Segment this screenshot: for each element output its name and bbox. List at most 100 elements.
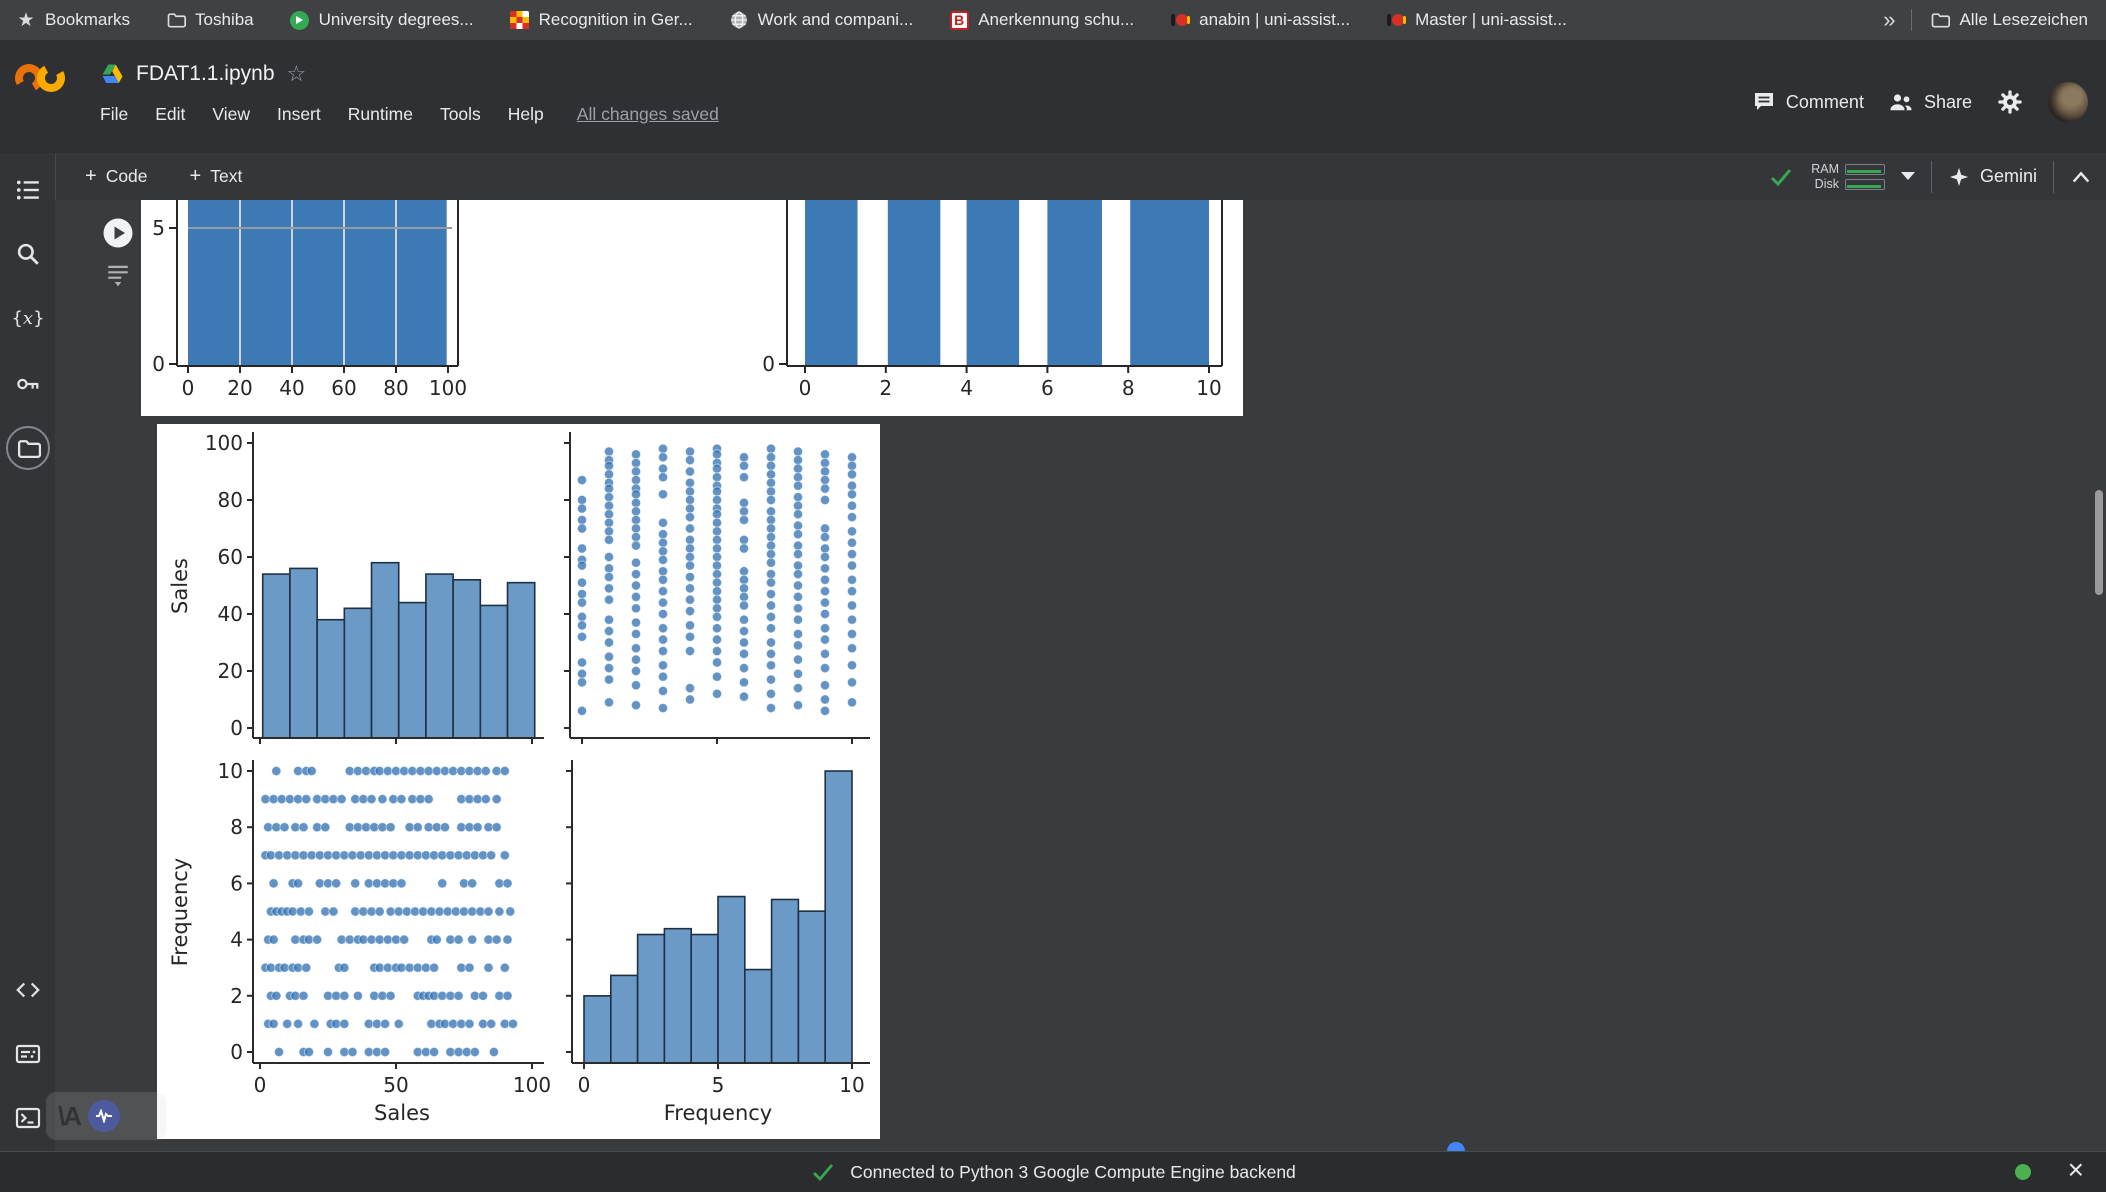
notebook-toolbar: + Code + Text RAM Disk xyxy=(55,153,2106,201)
svg-text:2: 2 xyxy=(879,376,892,400)
notebook-content: 0 5 0 20 40 60 80 100 0 0 2 4 6 8 10 0 20 40 60 80 100 Sales… xyxy=(55,200,2106,1152)
resource-meters[interactable]: RAM Disk xyxy=(1811,163,1885,190)
svg-text:20: 20 xyxy=(218,659,243,683)
svg-text:10: 10 xyxy=(218,759,243,783)
red-b-icon: B xyxy=(949,10,969,30)
star-icon: ★ xyxy=(17,9,35,31)
gemini-star-icon xyxy=(1948,166,1970,188)
bookmark-label: Bookmarks xyxy=(45,10,131,29)
add-code-label: Code xyxy=(105,166,148,186)
extension-logo-icon: \A xyxy=(58,1100,82,1131)
menu-view[interactable]: View xyxy=(212,104,250,124)
bookmark-label: Work and compani... xyxy=(757,10,914,29)
secrets-key-icon[interactable] xyxy=(15,371,41,397)
extension-widget[interactable]: \A xyxy=(46,1092,166,1140)
plus-icon: + xyxy=(189,165,202,187)
svg-text:100: 100 xyxy=(429,376,467,400)
bookmark-item-master[interactable]: Master | uni-assist... xyxy=(1386,10,1567,30)
search-icon[interactable] xyxy=(15,241,41,267)
menu-insert[interactable]: Insert xyxy=(276,104,321,124)
settings-gear-icon[interactable] xyxy=(1996,88,2024,116)
divider xyxy=(2053,160,2054,193)
bookmark-label: anabin | uni-assist... xyxy=(1199,10,1351,29)
svg-text:80: 80 xyxy=(218,488,243,512)
bookmark-item-anabin[interactable]: anabin | uni-assist... xyxy=(1170,10,1350,30)
ram-label: RAM xyxy=(1811,162,1839,176)
run-cell-button[interactable] xyxy=(102,217,134,249)
divider xyxy=(1911,9,1913,31)
notebook-filename[interactable]: FDAT1.1.ipynb xyxy=(136,62,275,85)
save-status[interactable]: All changes saved xyxy=(576,104,719,124)
bookmarks-overflow-chevron[interactable]: » xyxy=(1883,7,1895,32)
share-people-icon xyxy=(1888,90,1914,114)
menu-tools[interactable]: Tools xyxy=(439,104,481,124)
comment-button[interactable]: Comment xyxy=(1752,90,1864,114)
bookmarks-bar: ★ Bookmarks Toshiba University degrees..… xyxy=(0,0,2106,41)
menu-help[interactable]: Help xyxy=(507,104,544,124)
status-snackbar: Connected to Python 3 Google Compute Eng… xyxy=(0,1151,2106,1192)
add-code-button[interactable]: + Code xyxy=(85,165,148,188)
output-options-icon[interactable] xyxy=(105,262,131,288)
svg-text:0: 0 xyxy=(182,376,195,400)
menu-edit[interactable]: Edit xyxy=(155,104,186,124)
connected-check-icon xyxy=(1767,165,1795,189)
close-icon[interactable]: × xyxy=(2067,1154,2084,1185)
star-rating-icon[interactable]: ☆ xyxy=(286,61,307,86)
svg-text:60: 60 xyxy=(218,545,243,569)
svg-text:Frequency: Frequency xyxy=(168,858,192,967)
bookmark-item-university[interactable]: University degrees... xyxy=(290,10,474,30)
svg-text:0: 0 xyxy=(230,1040,243,1064)
command-palette-icon[interactable] xyxy=(15,1041,41,1067)
files-folder-icon[interactable] xyxy=(15,435,41,461)
gemini-button[interactable]: Gemini xyxy=(1948,166,2037,188)
share-button[interactable]: Share xyxy=(1888,90,1972,114)
vertical-scrollbar[interactable] xyxy=(2095,490,2103,595)
left-sidebar: {x} xyxy=(0,153,56,1152)
pixel-grid-icon xyxy=(510,10,530,30)
user-avatar[interactable] xyxy=(2048,82,2088,122)
variables-icon[interactable]: {x} xyxy=(11,307,45,329)
svg-text:6: 6 xyxy=(230,871,243,895)
bookmark-item-work[interactable]: Work and compani... xyxy=(729,10,914,30)
output-figure-top-histograms: 0 5 0 20 40 60 80 100 0 0 2 4 6 8 10 xyxy=(141,200,1243,416)
bookmark-item-toshiba[interactable]: Toshiba xyxy=(166,10,254,30)
add-text-button[interactable]: + Text xyxy=(190,165,243,188)
colab-logo-icon[interactable] xyxy=(12,60,68,96)
scroll-indicator-button[interactable] xyxy=(1447,1142,1465,1152)
svg-text:4: 4 xyxy=(960,376,973,400)
bookmark-label: University degrees... xyxy=(318,10,474,29)
svg-text:8: 8 xyxy=(230,815,243,839)
menu-file[interactable]: File xyxy=(100,104,129,124)
bookmark-item-anerkennung[interactable]: B Anerkennung schu... xyxy=(949,10,1134,30)
ram-meter xyxy=(1844,163,1885,175)
svg-text:0: 0 xyxy=(230,716,243,740)
disk-label: Disk xyxy=(1814,176,1839,191)
svg-text:50: 50 xyxy=(383,1073,408,1097)
bookmark-label: Recognition in Ger... xyxy=(538,10,693,29)
svg-text:5: 5 xyxy=(712,1073,725,1097)
disk-meter xyxy=(1844,178,1885,190)
status-green-dot xyxy=(2015,1164,2031,1180)
status-message: Connected to Python 3 Google Compute Eng… xyxy=(850,1161,1296,1182)
svg-text:5: 5 xyxy=(152,216,165,240)
code-snippets-icon[interactable] xyxy=(15,977,41,1003)
collapse-chevron-up-icon[interactable] xyxy=(2070,168,2092,186)
bookmark-item-bookmarks[interactable]: ★ Bookmarks xyxy=(16,10,130,30)
output-figure-pairplot: 0 20 40 60 80 100 Sales 0 2 4 6 8 10 0 50 100 Frequency S… xyxy=(157,424,880,1139)
svg-text:8: 8 xyxy=(1122,376,1135,400)
svg-text:4: 4 xyxy=(230,928,243,952)
all-bookmarks-button[interactable]: Alle Lesezeichen xyxy=(1930,10,2088,30)
svg-text:40: 40 xyxy=(279,376,304,400)
svg-text:0: 0 xyxy=(799,376,812,400)
terminal-icon[interactable] xyxy=(15,1105,41,1131)
bookmark-item-recognition[interactable]: Recognition in Ger... xyxy=(510,10,693,30)
svg-text:0: 0 xyxy=(254,1073,267,1097)
comment-icon xyxy=(1752,90,1776,114)
svg-text:60: 60 xyxy=(331,376,356,400)
caret-down-icon[interactable] xyxy=(1900,172,1915,181)
menu-runtime[interactable]: Runtime xyxy=(347,104,413,124)
table-of-contents-icon[interactable] xyxy=(15,177,41,203)
svg-text:10: 10 xyxy=(1196,376,1221,400)
assistant-bubble-icon[interactable] xyxy=(88,1100,120,1132)
